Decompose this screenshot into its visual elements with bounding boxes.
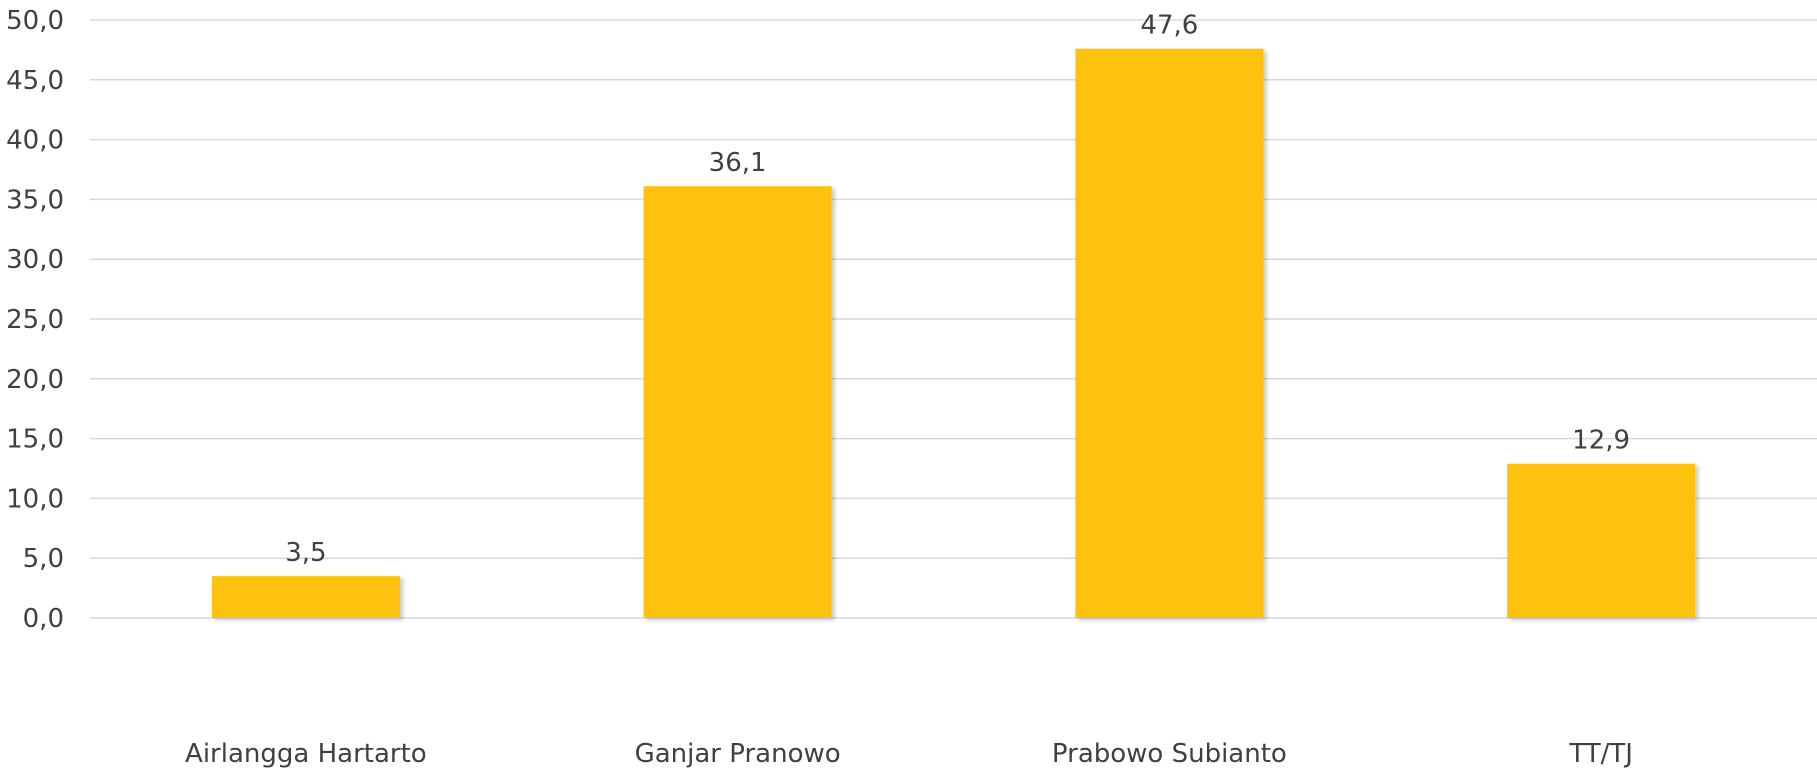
y-tick-label: 40,0 [6, 126, 64, 156]
x-category-label: TT/TJ [1568, 739, 1633, 769]
y-tick-label: 30,0 [6, 245, 64, 275]
bar [643, 186, 832, 618]
data-label: 36,1 [709, 148, 767, 178]
x-category-label: Airlangga Hartarto [185, 739, 427, 769]
x-category-label: Prabowo Subianto [1052, 739, 1287, 769]
data-labels: 3,5 36,1 47,6 12,9 [285, 11, 1630, 568]
y-tick-label: 10,0 [6, 484, 64, 514]
y-tick-label: 35,0 [6, 185, 64, 215]
bar [1075, 48, 1264, 619]
y-axis-tick-labels: 0,0 5,0 10,0 15,0 20,0 25,0 30,0 35,0 40,0 45,0 50… [6, 6, 64, 634]
y-tick-label: 45,0 [6, 66, 64, 96]
bar [1507, 463, 1696, 618]
y-tick-label: 50,0 [6, 6, 64, 36]
y-tick-label: 5,0 [23, 544, 64, 574]
y-tick-label: 0,0 [23, 604, 64, 634]
data-label: 3,5 [285, 538, 326, 568]
data-label: 47,6 [1140, 11, 1198, 41]
y-tick-label: 15,0 [6, 425, 64, 455]
gridlines [90, 19, 1817, 619]
x-category-label: Ganjar Pranowo [635, 739, 841, 769]
y-tick-label: 25,0 [6, 305, 64, 335]
bars [211, 48, 1696, 619]
x-axis-category-labels: Airlangga Hartarto Ganjar Pranowo Prabowo … [185, 739, 1633, 769]
bar [211, 576, 400, 618]
data-label: 12,9 [1572, 426, 1630, 456]
y-tick-label: 20,0 [6, 365, 64, 395]
